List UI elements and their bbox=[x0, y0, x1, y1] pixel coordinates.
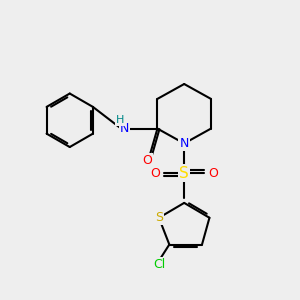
Text: S: S bbox=[179, 166, 189, 181]
Text: O: O bbox=[142, 154, 152, 167]
Text: O: O bbox=[150, 167, 160, 180]
Text: H: H bbox=[116, 115, 124, 125]
Text: N: N bbox=[179, 137, 189, 150]
Text: N: N bbox=[120, 122, 129, 135]
Text: S: S bbox=[155, 211, 163, 224]
Text: Cl: Cl bbox=[153, 258, 165, 271]
Text: O: O bbox=[208, 167, 218, 180]
